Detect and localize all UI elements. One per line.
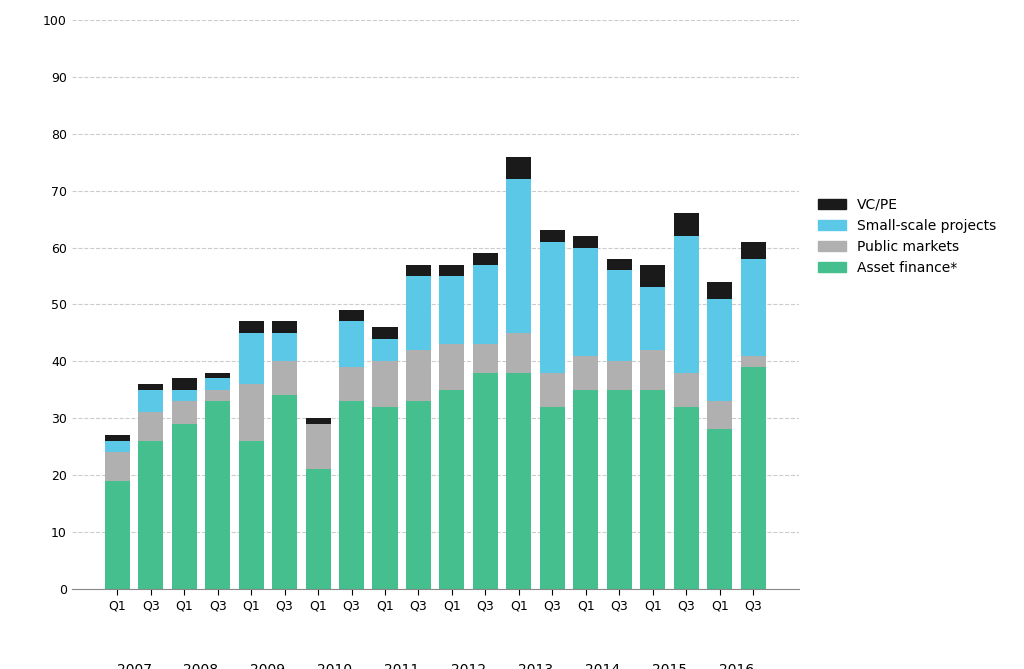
Bar	[205, 379, 230, 389]
Bar	[708, 401, 732, 429]
Bar	[606, 270, 632, 361]
Bar	[104, 441, 130, 452]
Bar	[506, 373, 531, 589]
Text: 2008: 2008	[183, 662, 218, 669]
Bar	[740, 242, 766, 259]
Bar	[439, 389, 465, 589]
Bar	[406, 276, 431, 350]
Text: 2007: 2007	[117, 662, 152, 669]
Text: 2016: 2016	[719, 662, 754, 669]
Bar	[540, 242, 565, 373]
Bar	[540, 231, 565, 242]
Bar	[640, 265, 666, 288]
Bar	[740, 259, 766, 356]
Text: 2009: 2009	[250, 662, 286, 669]
Bar	[305, 424, 331, 470]
Text: 2015: 2015	[652, 662, 687, 669]
Bar	[606, 361, 632, 389]
Bar	[239, 384, 264, 441]
Bar	[640, 389, 666, 589]
Bar	[373, 361, 397, 407]
Bar	[439, 344, 465, 389]
Bar	[708, 299, 732, 401]
Bar	[640, 350, 666, 389]
Bar	[172, 389, 197, 401]
Text: 2014: 2014	[585, 662, 621, 669]
Bar	[540, 407, 565, 589]
Bar	[573, 355, 598, 389]
Bar	[172, 379, 197, 389]
Bar	[506, 157, 531, 179]
Bar	[473, 265, 498, 344]
Bar	[674, 373, 698, 407]
Bar	[740, 367, 766, 589]
Bar	[205, 389, 230, 401]
Bar	[740, 356, 766, 367]
Bar	[373, 407, 397, 589]
Bar	[573, 236, 598, 248]
Bar	[205, 373, 230, 379]
Bar	[239, 441, 264, 589]
Bar	[473, 344, 498, 373]
Bar	[674, 407, 698, 589]
Bar	[339, 401, 365, 589]
Bar	[104, 436, 130, 441]
Bar	[272, 332, 297, 361]
Bar	[373, 339, 397, 361]
Bar	[540, 373, 565, 407]
Bar	[506, 333, 531, 373]
Bar	[708, 282, 732, 299]
Bar	[640, 288, 666, 350]
Bar	[674, 236, 698, 373]
Bar	[406, 350, 431, 401]
Bar	[339, 310, 365, 322]
Text: 2013: 2013	[518, 662, 553, 669]
Bar	[172, 424, 197, 589]
Bar	[272, 395, 297, 589]
Bar	[239, 321, 264, 332]
Bar	[406, 264, 431, 276]
Bar	[138, 384, 163, 389]
Bar	[573, 389, 598, 589]
Bar	[339, 321, 365, 367]
Bar	[606, 259, 632, 270]
Bar	[205, 401, 230, 589]
Bar	[239, 332, 264, 384]
Bar	[674, 213, 698, 236]
Bar	[339, 367, 365, 401]
Bar	[373, 327, 397, 339]
Bar	[172, 401, 197, 424]
Bar	[272, 361, 297, 395]
Bar	[138, 412, 163, 441]
Bar	[573, 248, 598, 356]
Bar	[708, 429, 732, 589]
Bar	[305, 470, 331, 589]
Bar	[439, 276, 465, 344]
Text: 2010: 2010	[317, 662, 352, 669]
Bar	[506, 179, 531, 332]
Bar	[138, 389, 163, 412]
Text: 2012: 2012	[452, 662, 486, 669]
Bar	[104, 480, 130, 589]
Bar	[473, 373, 498, 589]
Bar	[473, 254, 498, 265]
Legend: VC/PE, Small-scale projects, Public markets, Asset finance*: VC/PE, Small-scale projects, Public mark…	[813, 192, 1002, 280]
Bar	[104, 452, 130, 480]
Bar	[439, 264, 465, 276]
Bar	[606, 389, 632, 589]
Bar	[305, 418, 331, 424]
Bar	[138, 441, 163, 589]
Bar	[272, 321, 297, 332]
Bar	[406, 401, 431, 589]
Text: 2011: 2011	[384, 662, 420, 669]
